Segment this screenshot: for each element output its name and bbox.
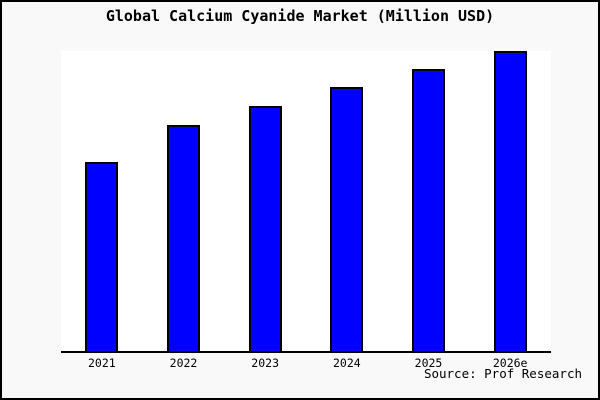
bar-2022 — [167, 125, 200, 351]
bar-2025 — [412, 69, 445, 351]
bar-2024 — [330, 87, 364, 351]
plot-area — [61, 51, 551, 353]
x-tick-label-2025: 2025 — [414, 356, 443, 370]
x-tick-label-2023: 2023 — [251, 356, 279, 370]
x-tick-label-2024: 2024 — [332, 356, 361, 370]
chart-title: Global Calcium Cyanide Market (Million U… — [105, 7, 495, 25]
source-note: Source: Prof Research — [423, 366, 582, 381]
x-axis-labels: 2021 2022 2023 2024 2025 2026e — [61, 356, 551, 372]
bar-2021 — [85, 162, 119, 351]
x-tick-label-2022: 2022 — [169, 356, 198, 370]
x-tick-label-2026e: 2026e — [492, 356, 528, 370]
x-tick-label-2021: 2021 — [87, 356, 116, 370]
bar-2026e — [493, 51, 527, 351]
bar-2023 — [248, 106, 282, 351]
